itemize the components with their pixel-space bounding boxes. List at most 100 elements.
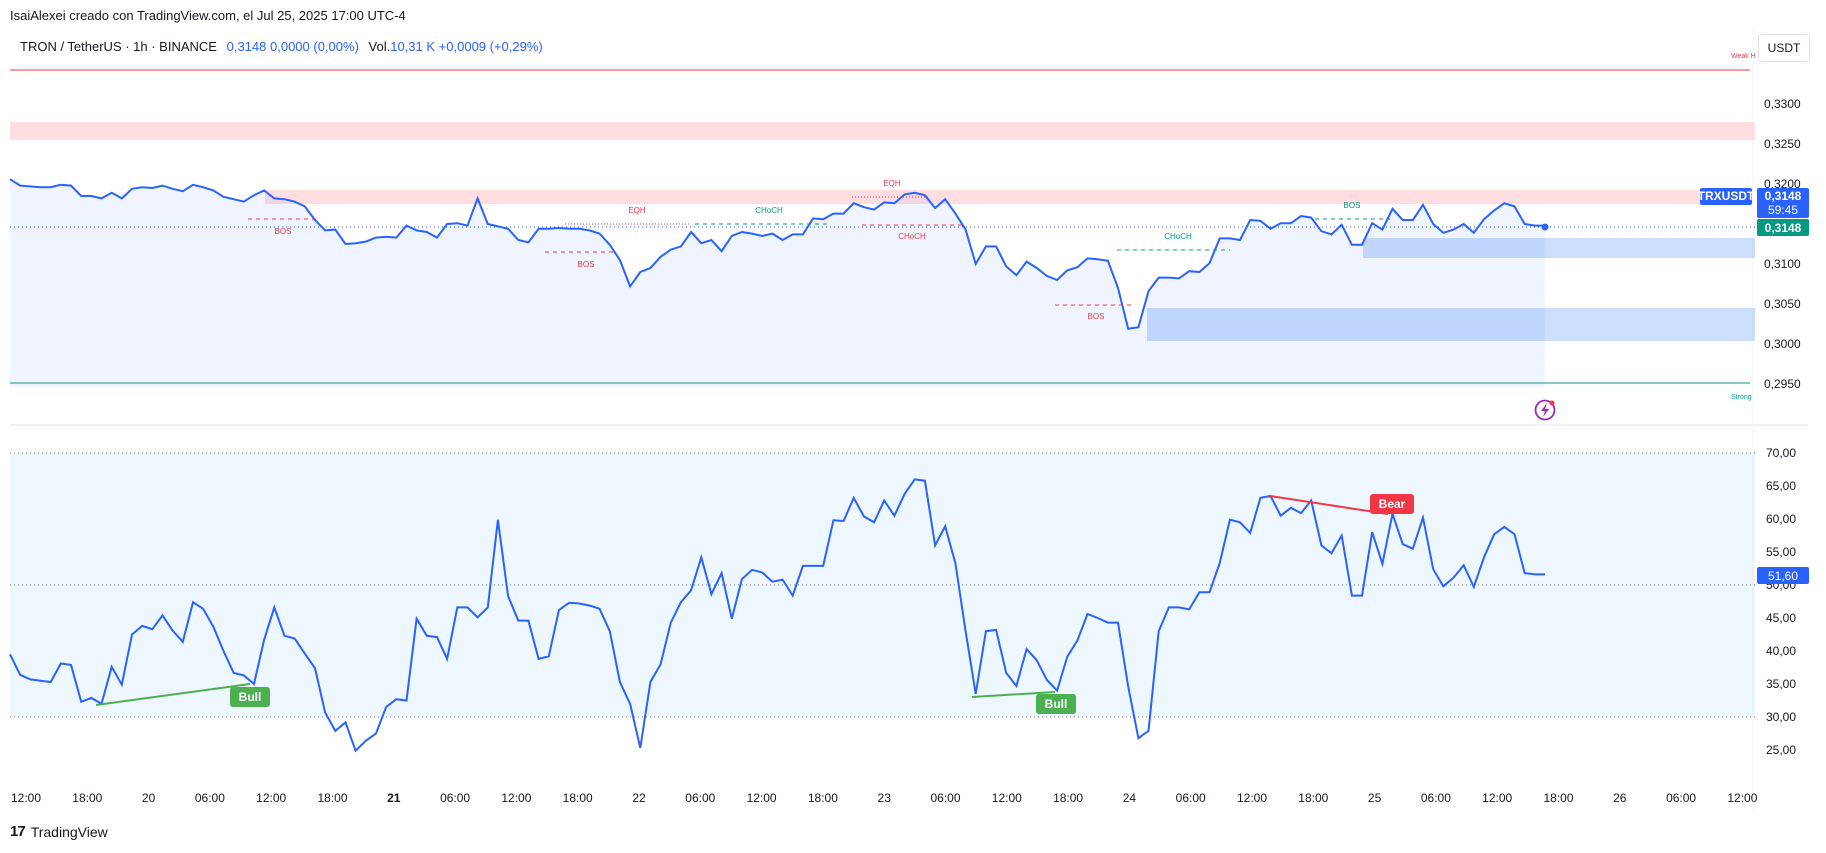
strong-low-label: Strong [1731, 394, 1752, 401]
rsi-pane: Bull Bull Bear 25,00 30,00 35,00 40,00 45,00… [9, 446, 1809, 757]
lightning-icon[interactable] [1534, 399, 1556, 421]
bull-divergence-line [95, 683, 251, 706]
price-axis: 0,29500,30000,30500,31000,31500,32000,32… [1764, 97, 1801, 391]
eqh-label: EQH [883, 179, 901, 188]
bos-label: BOS [1344, 201, 1361, 210]
price-tick-label: 0,2950 [1764, 377, 1801, 391]
weak-high-label: Weak H [1731, 53, 1756, 60]
time-tick-label: 12:00 [256, 791, 286, 805]
time-tick-label: 12:00 [992, 791, 1022, 805]
price-tick-label: 0,3300 [1764, 97, 1801, 111]
time-tick-label: 18:00 [808, 791, 838, 805]
price-tick-label: 0,3200 [1764, 177, 1801, 191]
bos-label: BOS [1088, 312, 1105, 321]
time-tick-label: 12:00 [1237, 791, 1267, 805]
last-price-tag [1757, 219, 1809, 236]
time-tick-label: 22 [632, 791, 646, 805]
rsi-tick-label: 70,00 [1766, 446, 1796, 460]
rsi-tick-label: 65,00 [1766, 479, 1796, 493]
symbol-tag-text: TRXUSDT [1698, 189, 1755, 203]
volume-label: Vol. [368, 39, 391, 54]
time-tick-label: 12:00 [747, 791, 777, 805]
time-tick-label: 23 [878, 791, 892, 805]
symbol-tag [1700, 188, 1752, 205]
rsi-tick-label: 25,00 [1766, 743, 1796, 757]
supply-zone-mid [265, 190, 1700, 204]
current-price-tag [1757, 188, 1809, 218]
price-pane: Weak H Strong BOS BOS EQH CHoCH EQH CHoC… [9, 53, 1809, 421]
structure-annotations: BOS BOS EQH CHoCH EQH CHoCH BOS CHoCH BO… [248, 179, 1390, 321]
price-tick-label: 0,3000 [1764, 337, 1801, 351]
currency-unit-button[interactable]: USDT [1758, 34, 1810, 62]
time-tick-label: 24 [1123, 791, 1137, 805]
time-tick-label: 26 [1613, 791, 1627, 805]
demand-zone-upper [1363, 238, 1755, 258]
bull-divergence-label: Bull [1045, 697, 1068, 711]
last-price-dot [1541, 223, 1549, 231]
rsi-tick-label: 35,00 [1766, 677, 1796, 691]
price-series-line [9, 178, 1545, 330]
tradingview-footer[interactable]: 17 TradingView [10, 823, 108, 840]
rsi-tick-label: 40,00 [1766, 644, 1796, 658]
time-tick-label: 06:00 [1666, 791, 1696, 805]
rsi-tick-label: 45,00 [1766, 611, 1796, 625]
time-tick-label: 18:00 [317, 791, 347, 805]
bear-divergence-label: Bear [1379, 497, 1406, 511]
bear-divergence-line [1269, 495, 1389, 515]
time-tick-label: 06:00 [1421, 791, 1451, 805]
choch-label: CHoCH [1164, 232, 1192, 241]
last-price-tag-text: 0,3148 [1765, 221, 1802, 235]
bull-divergence-badge [1036, 694, 1076, 714]
time-tick-label: 06:00 [440, 791, 470, 805]
supply-zone-top [10, 122, 1755, 140]
time-tick-label: 20 [142, 791, 156, 805]
time-tick-label: 18:00 [1543, 791, 1573, 805]
legend-change: 0,0000 (0,00%) [270, 39, 359, 54]
time-tick-label: 06:00 [930, 791, 960, 805]
rsi-tick-label: 30,00 [1766, 710, 1796, 724]
price-tags: TRXUSDT 0,3148 59:45 0,3148 [1698, 188, 1809, 236]
bull-divergence-line [971, 691, 1056, 698]
tradingview-brand[interactable]: TradingView [30, 823, 108, 840]
demand-zone-lower [1147, 308, 1755, 341]
rsi-tick-label: 60,00 [1766, 512, 1796, 526]
legend-price: 0,3148 [226, 39, 267, 54]
price-tick-label: 0,3050 [1764, 297, 1801, 311]
rsi-series-line [9, 478, 1545, 753]
time-tick-label: 21 [387, 791, 401, 805]
bear-divergence-badge [1370, 494, 1414, 514]
symbol-legend[interactable]: TRON / TetherUS · 1h · BINANCE 0,3148 0,… [20, 39, 543, 54]
price-tick-label: 0,3100 [1764, 257, 1801, 271]
bos-label: BOS [578, 260, 595, 269]
time-tick-label: 06:00 [195, 791, 225, 805]
countdown-text: 59:45 [1768, 203, 1798, 217]
price-tick-label: 0,3250 [1764, 137, 1801, 151]
time-tick-label: 06:00 [1176, 791, 1206, 805]
current-price-tag-text: 0,3148 [1765, 189, 1802, 203]
time-tick-label: 18:00 [1298, 791, 1328, 805]
time-tick-label: 12:00 [501, 791, 531, 805]
time-tick-label: 18:00 [1053, 791, 1083, 805]
bull-divergence-label: Bull [239, 690, 262, 704]
time-tick-label: 18:00 [563, 791, 593, 805]
choch-label: CHoCH [898, 232, 926, 241]
symbol-title[interactable]: TRON / TetherUS · 1h · BINANCE [20, 39, 217, 54]
price-area-fill [10, 179, 1545, 387]
time-tick-label: 25 [1368, 791, 1382, 805]
bos-label: BOS [275, 227, 292, 236]
chart-created-by: IsaiAlexei creado con TradingView.com, e… [10, 8, 406, 23]
time-tick-label: 12:00 [1482, 791, 1512, 805]
volume-change: +0,0009 (+0,29%) [438, 39, 543, 54]
volume-value: 10,31 K [390, 39, 436, 54]
time-axis: 12:00 18:00 20 06:00 12:00 18:00 21 06:00 12:00 1… [11, 791, 1758, 805]
time-tick-label: 18:00 [72, 791, 102, 805]
rsi-last-value-text: 51,60 [1768, 569, 1798, 583]
choch-label: CHoCH [755, 206, 783, 215]
rsi-last-value-tag [1757, 567, 1809, 584]
bull-divergence-badge [230, 687, 270, 707]
rsi-axis: 25,0030,0035,0040,0045,0050,0055,0060,00… [1766, 446, 1796, 757]
rsi-tick-label: 55,00 [1766, 545, 1796, 559]
eqh-label: EQH [628, 206, 646, 215]
tradingview-logo-icon[interactable]: 17 [10, 823, 26, 840]
